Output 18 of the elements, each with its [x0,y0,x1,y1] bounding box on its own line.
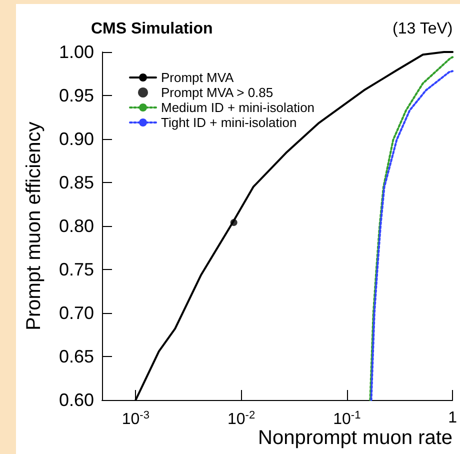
y-tick-label: 0.95 [58,86,94,106]
y-tick-label: 0.85 [58,172,94,192]
legend-label: Medium ID + mini-isolation [161,100,315,115]
y-tick-label: 0.70 [58,303,94,323]
legend-label: Tight ID + mini-isolation [161,115,297,130]
chart-title: CMS Simulation [91,20,213,38]
x-axis-title: Nonprompt muon rate [258,427,453,449]
y-tick-label: 1.00 [58,42,94,62]
y-axis-title: Prompt muon efficiency [23,122,45,330]
text: (13 TeV) [392,20,453,38]
legend-label: Prompt MVA [161,70,234,85]
y-tick-label: 0.75 [58,260,94,280]
legend-label: Prompt MVA > 0.85 [161,85,274,100]
y-tick-label: 0.80 [58,216,94,236]
y-tick-label: 0.60 [58,390,94,410]
y-tick-label: 0.90 [58,129,94,149]
y-tick-label: 0.65 [58,346,94,366]
x-tick-label: 1 [448,410,458,426]
